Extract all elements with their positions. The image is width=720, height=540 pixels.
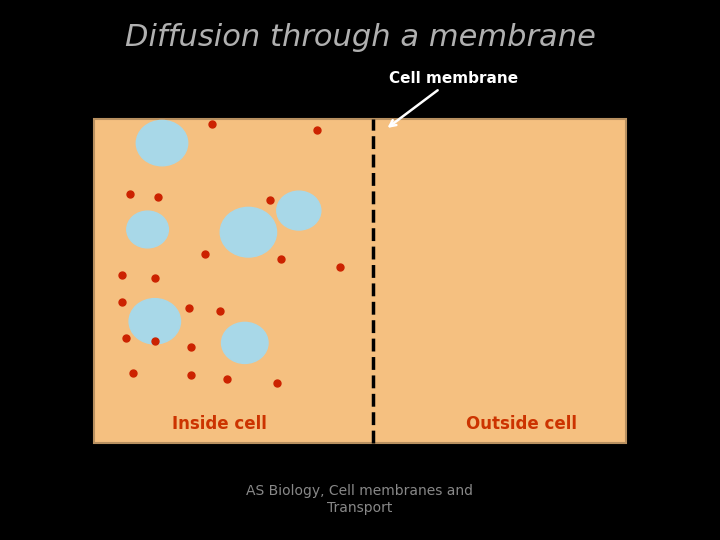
Text: Cell membrane: Cell membrane	[389, 71, 518, 126]
Ellipse shape	[136, 120, 188, 166]
Ellipse shape	[129, 299, 181, 344]
Bar	[94, 119, 626, 443]
Text: Outside cell: Outside cell	[467, 415, 577, 433]
Text: Diffusion through a membrane: Diffusion through a membrane	[125, 23, 595, 52]
Ellipse shape	[222, 322, 268, 363]
Ellipse shape	[276, 191, 321, 230]
Ellipse shape	[127, 211, 168, 248]
Ellipse shape	[220, 207, 276, 257]
Text: AS Biology, Cell membranes and
Transport: AS Biology, Cell membranes and Transport	[246, 484, 474, 515]
Text: Inside cell: Inside cell	[172, 415, 267, 433]
